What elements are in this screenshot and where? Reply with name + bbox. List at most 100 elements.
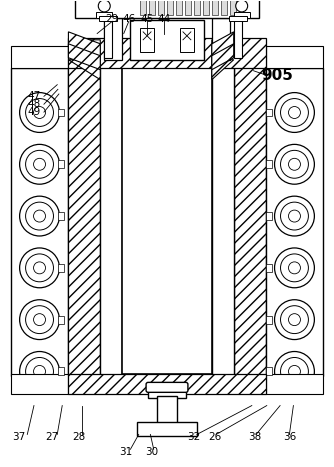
Circle shape xyxy=(275,248,314,288)
Bar xyxy=(266,160,272,168)
Polygon shape xyxy=(68,60,100,80)
Bar xyxy=(212,0,218,15)
Circle shape xyxy=(33,106,45,119)
Bar xyxy=(11,68,68,376)
Circle shape xyxy=(236,0,248,12)
Circle shape xyxy=(281,150,308,178)
Bar xyxy=(266,375,323,394)
Bar xyxy=(221,0,227,15)
Circle shape xyxy=(33,314,45,325)
Text: 48: 48 xyxy=(27,99,40,109)
Bar xyxy=(266,46,323,68)
Circle shape xyxy=(289,314,301,325)
Circle shape xyxy=(26,254,53,282)
Polygon shape xyxy=(68,44,100,70)
Polygon shape xyxy=(68,40,100,68)
Bar xyxy=(149,0,155,15)
Circle shape xyxy=(281,202,308,230)
Bar xyxy=(266,68,323,376)
Circle shape xyxy=(275,92,314,133)
Bar xyxy=(104,18,112,58)
Text: 46: 46 xyxy=(122,14,135,24)
Bar xyxy=(167,0,173,15)
Bar xyxy=(96,12,112,18)
Bar xyxy=(100,60,122,378)
Text: 36: 36 xyxy=(284,432,297,442)
Circle shape xyxy=(26,306,53,333)
Circle shape xyxy=(281,306,308,333)
Text: 905: 905 xyxy=(261,68,293,83)
Circle shape xyxy=(275,144,314,184)
Bar xyxy=(122,61,212,375)
Circle shape xyxy=(20,352,59,391)
Circle shape xyxy=(26,150,53,178)
Bar xyxy=(11,46,68,68)
Circle shape xyxy=(26,202,53,230)
Circle shape xyxy=(20,144,59,184)
Circle shape xyxy=(281,357,308,385)
FancyBboxPatch shape xyxy=(146,382,188,392)
Bar xyxy=(68,38,266,68)
Circle shape xyxy=(20,248,59,288)
Circle shape xyxy=(289,366,301,377)
Bar xyxy=(58,160,64,168)
Circle shape xyxy=(33,210,45,222)
Bar xyxy=(185,0,191,15)
Text: 47: 47 xyxy=(27,92,40,101)
Text: 28: 28 xyxy=(72,432,86,442)
Text: 44: 44 xyxy=(157,14,170,24)
Bar xyxy=(234,65,266,378)
Text: 31: 31 xyxy=(119,447,132,457)
Bar xyxy=(58,368,64,375)
Bar xyxy=(157,396,177,424)
Bar xyxy=(58,264,64,272)
Circle shape xyxy=(98,0,110,12)
Bar xyxy=(75,0,259,18)
Bar xyxy=(140,0,146,15)
Bar xyxy=(266,316,272,324)
Bar xyxy=(176,0,182,15)
Circle shape xyxy=(20,196,59,236)
Bar xyxy=(99,16,117,21)
Circle shape xyxy=(281,254,308,282)
Text: 30: 30 xyxy=(146,447,159,457)
Circle shape xyxy=(275,300,314,340)
Bar xyxy=(130,20,204,60)
Bar xyxy=(266,108,272,116)
Bar xyxy=(58,108,64,116)
Polygon shape xyxy=(212,60,234,80)
Text: 29: 29 xyxy=(106,14,119,24)
Circle shape xyxy=(20,92,59,133)
Circle shape xyxy=(289,106,301,119)
Polygon shape xyxy=(212,40,234,68)
Text: 49: 49 xyxy=(27,107,40,117)
Circle shape xyxy=(26,357,53,385)
Bar xyxy=(266,368,272,375)
Circle shape xyxy=(33,158,45,170)
Circle shape xyxy=(33,366,45,377)
Bar xyxy=(68,375,266,394)
Circle shape xyxy=(20,300,59,340)
Circle shape xyxy=(289,262,301,274)
Bar xyxy=(140,28,154,52)
Polygon shape xyxy=(212,44,234,70)
Text: 38: 38 xyxy=(248,432,262,442)
Bar xyxy=(11,375,68,394)
Bar xyxy=(58,212,64,220)
Circle shape xyxy=(275,352,314,391)
Polygon shape xyxy=(68,32,100,58)
Bar xyxy=(229,16,247,21)
Circle shape xyxy=(281,99,308,127)
Bar xyxy=(104,18,122,60)
Bar xyxy=(212,60,234,378)
Bar xyxy=(180,28,194,52)
Polygon shape xyxy=(212,32,234,58)
Bar xyxy=(212,18,230,60)
Bar xyxy=(230,0,236,15)
Text: 27: 27 xyxy=(46,432,59,442)
Bar xyxy=(234,18,242,58)
Circle shape xyxy=(26,99,53,127)
Bar xyxy=(148,386,186,398)
Bar xyxy=(158,0,164,15)
Text: 26: 26 xyxy=(209,432,222,442)
